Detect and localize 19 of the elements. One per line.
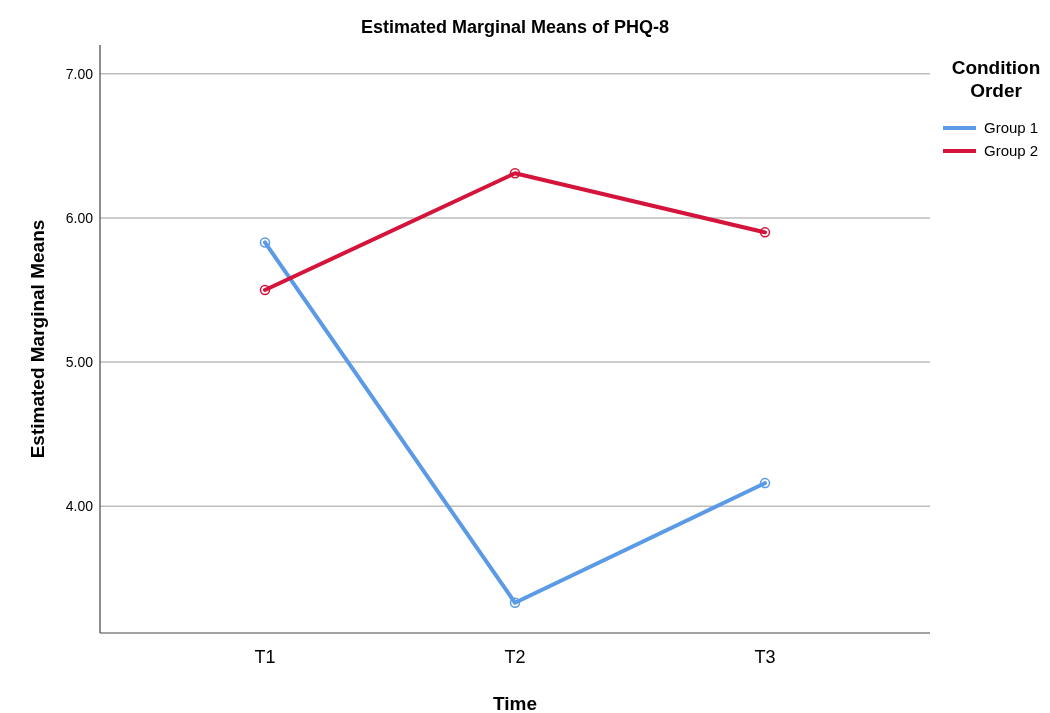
- y-tick-label: 7.00: [65, 65, 94, 82]
- point: [509, 597, 521, 608]
- point: [509, 168, 521, 179]
- legend-label: Group 1: [984, 119, 1039, 137]
- y-tick-label: 5.00: [65, 353, 94, 370]
- x-tick-label: T1: [254, 647, 276, 667]
- point: [759, 477, 771, 489]
- y-tick-label: 4.00: [65, 498, 94, 515]
- point: [259, 237, 271, 248]
- x-axis-title: Time: [492, 693, 538, 713]
- point: [259, 284, 271, 296]
- chart-title: Estimated Marginal Means of PHQ-8: [360, 17, 670, 37]
- legend-label: Group 2: [984, 142, 1039, 160]
- x-tick-label: T2: [504, 647, 526, 667]
- x-tick-label: T3: [754, 647, 776, 667]
- y-tick-label: 6.00: [65, 209, 94, 226]
- point: [759, 227, 771, 238]
- y-axis-title: Estimated Marginal Means: [27, 219, 48, 459]
- legend-title: Condition Order: [951, 57, 1041, 101]
